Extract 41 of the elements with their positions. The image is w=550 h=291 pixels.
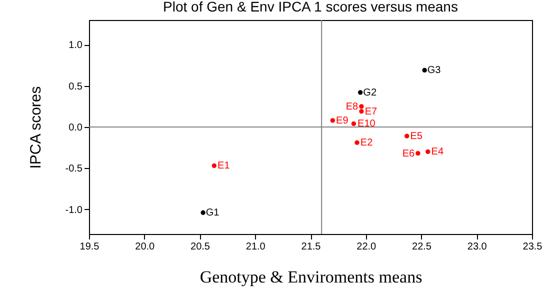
point [212,163,216,168]
point [422,68,427,73]
y-tick-label: -0.5 [65,164,83,175]
point [416,151,420,156]
data-label: E9 [336,115,349,126]
data-label: G2 [363,87,377,98]
data-label: E5 [410,131,423,142]
x-tick-label: 22.5 [412,242,432,252]
point [330,118,335,123]
point [359,104,364,109]
point [426,149,430,154]
y-tick-label: 0.0 [68,122,83,134]
point [359,109,364,114]
data-label: E4 [431,146,444,158]
y-tick-label: 0.5 [68,81,83,92]
x-tick-label: 22.0 [356,242,377,252]
point [354,140,360,145]
x-tick-label: 19.5 [80,242,100,252]
x-tick-label: 21.5 [301,242,322,252]
point [404,134,410,138]
point [358,90,363,95]
data-label: E6 [402,148,415,160]
y-axis-title: IPCA scores [27,86,44,169]
point [351,121,356,126]
x-tick-label: 20.0 [135,242,156,252]
x-axis-title: Genotype & Enviroments means [200,268,422,286]
x-tick-label: 23.5 [522,242,543,252]
data-label: E10 [358,118,376,130]
point [200,210,206,215]
data-label: G3 [427,65,442,76]
data-label: E1 [218,160,230,172]
data-label: G1 [206,208,220,219]
chart-title: Plot of Gen & Env IPCA 1 scores versus means [163,0,458,14]
data-label: E8 [346,101,358,112]
y-tick-label: 1.0 [68,40,83,52]
data-label: E2 [360,138,374,149]
data-label: E7 [364,106,378,118]
x-tick-label: 20.5 [190,242,210,252]
y-tick-label: -1.0 [65,204,83,216]
x-tick-label: 21.0 [246,242,266,252]
x-tick-label: 23.0 [467,242,488,252]
